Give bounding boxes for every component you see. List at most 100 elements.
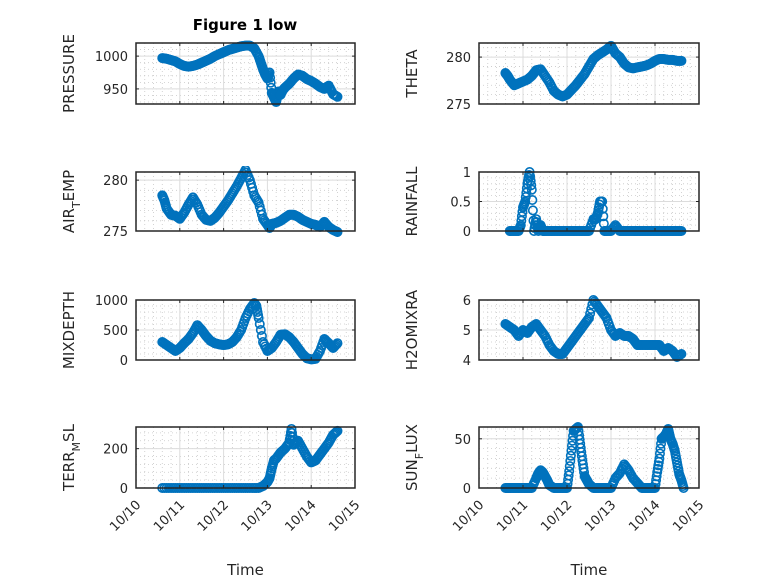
axes-air_temp: 275 280 AIRTEMP [60,166,356,240]
series-h2omixra [500,294,687,362]
data-point [564,461,575,472]
data-point [332,227,343,237]
series-theta [500,40,687,102]
data-point [255,324,266,335]
data-point [676,348,687,359]
data-point [598,211,609,222]
x-tick-label: 10/11 [494,498,531,535]
data-point [597,196,608,207]
series-air_temp [157,166,343,237]
y-axis-label: TERRMSL [60,423,83,492]
data-point [254,318,265,329]
x-tick-label: 10/15 [670,498,707,535]
data-point [330,340,341,351]
y-axis-label: PRESSURE [60,34,78,113]
axes-rainfall: 0 0.5 1 RAINFALL [403,166,700,240]
y-tick-label: 500 [103,324,128,339]
data-point [565,455,576,466]
axes-mixdepth: 0 500 1000 MIXDEPTH [60,291,356,369]
y-tick-label: 1 [463,166,471,181]
y-tick-label: 50 [454,433,471,448]
x-tick-label: 10/12 [538,498,575,535]
data-point [654,448,665,459]
figure-title: Figure 1 low [193,16,298,34]
x-tick-label: 10/12 [195,498,232,535]
data-point [527,195,538,206]
y-tick-label: 0 [120,482,128,497]
x-tick-label: 10/11 [151,498,188,535]
x-tick-label: 10/15 [326,498,363,535]
y-tick-label: 275 [103,225,128,240]
axes-sun_flux: 0 50 10/10 10/11 10/12 10/13 10/14 10/15 Time SUN… [403,421,707,579]
y-axis-label: THETA [403,49,421,99]
x-axis-label: Time [570,561,608,579]
data-point [582,314,593,325]
y-axis-label: MIXDEPTH [60,291,78,369]
data-point [597,203,608,214]
data-point [527,205,538,216]
axes-box [478,42,700,105]
data-point [566,445,577,456]
x-tick-label: 10/13 [239,498,276,535]
x-axis-label: Time [226,561,264,579]
y-axis-label: RAINFALL [403,166,421,237]
y-tick-label: 4 [463,354,471,369]
y-tick-label: 0 [120,354,128,369]
data-point [264,67,275,78]
y-axis-label: H2OMIXRA [403,289,421,370]
y-tick-label: 950 [103,83,128,98]
x-tick-label: 10/13 [582,498,619,535]
y-tick-label: 0.5 [450,196,471,211]
x-tick-label: 10/10 [450,498,487,535]
plot-area [136,43,355,104]
data-point [585,308,596,319]
axes-box [135,42,356,105]
y-tick-label: 5 [463,324,471,339]
data-point [330,427,341,438]
y-axis-label: AIRTEMP [60,170,83,233]
data-point [332,338,343,349]
data-point [565,450,576,461]
data-point [265,77,276,88]
y-tick-label: 0 [463,225,471,240]
data-point [265,72,276,83]
data-point [583,312,594,323]
data-point [652,463,663,474]
data-point [652,467,663,478]
series-pressure [157,40,343,108]
axes-box [135,426,356,489]
data-point [653,460,664,471]
data-point [321,440,332,451]
x-tick-label: 10/14 [282,498,319,535]
y-tick-label: 275 [446,98,471,113]
data-point [676,55,687,66]
axes-terr_msl: 0 200 10/10 10/11 10/12 10/13 10/14 10/15 Time TE… [60,423,363,579]
data-point [332,91,343,102]
axes-theta: 275 280 THETA [403,40,700,113]
data-point [253,312,264,323]
data-point [654,453,665,464]
y-tick-label: 0 [463,482,471,497]
x-tick-label: 10/10 [107,498,144,535]
data-point [621,462,632,473]
axes-pressure: 950 1000 PRESSURE [60,34,356,113]
axes-h2omixra: 4 5 6 H2OMIXRA [403,289,700,370]
axes-box [478,426,700,489]
y-tick-label: 280 [446,51,471,66]
y-tick-label: 6 [463,294,471,309]
data-point [331,339,342,350]
y-tick-label: 1000 [95,294,128,309]
axes-box [135,171,356,232]
data-point [526,180,537,191]
data-point [651,471,662,482]
data-point [526,184,537,195]
y-tick-label: 200 [103,443,128,458]
x-tick-label: 10/14 [626,498,663,535]
y-axis-label: SUNFLUX [403,424,426,491]
y-tick-label: 280 [103,174,128,189]
data-point [564,466,575,477]
data-point [655,443,666,454]
data-point [563,470,574,481]
y-tick-label: 1000 [95,50,128,65]
